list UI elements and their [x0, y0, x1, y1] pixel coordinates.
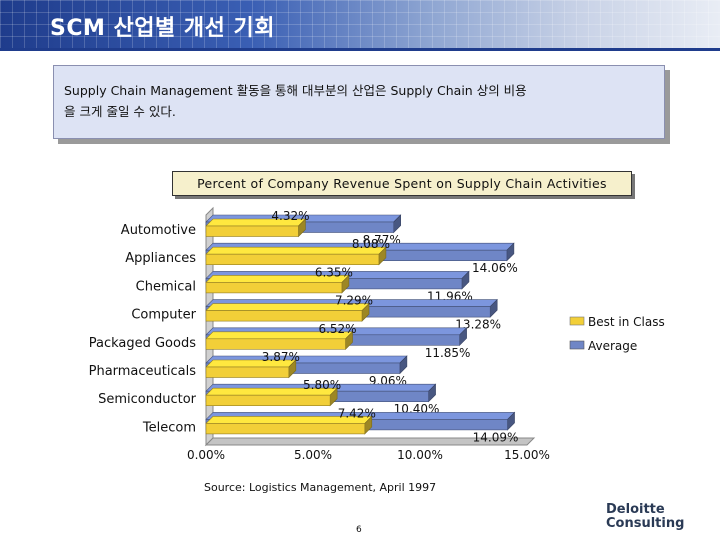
bar-best-in-class-front	[205, 253, 380, 265]
callout-line-2: 을 크게 줄일 수 있다.	[64, 104, 176, 119]
callout-line-1: Supply Chain Management 활동을 통해 대부분의 산업은 …	[64, 83, 527, 98]
header-divider	[0, 48, 720, 51]
category-label: Appliances	[125, 251, 196, 266]
logo-line-2: Consulting	[606, 516, 685, 531]
bar-best-in-class	[205, 415, 373, 435]
category-label: Computer	[131, 308, 196, 323]
legend-swatch-best	[569, 316, 585, 326]
bar-best-in-class-front	[205, 338, 346, 350]
category-label: Chemical	[136, 279, 196, 294]
bar-best-in-class	[205, 302, 370, 322]
data-label-best: 4.32%	[271, 209, 309, 223]
bar-best-in-class-front	[205, 282, 343, 294]
chart-side-wall	[205, 206, 214, 447]
bar-best-in-class	[205, 274, 350, 294]
x-tick-label: 5.00%	[294, 448, 332, 462]
page-title: SCM 산업별 개선 기회	[50, 16, 276, 41]
bar-best-in-class	[205, 331, 354, 351]
category-label: Automotive	[121, 223, 196, 238]
category-label: Packaged Goods	[89, 336, 197, 351]
data-label-best: 8.08%	[352, 237, 390, 251]
legend-swatch-average	[569, 340, 585, 350]
data-label-average: 14.09%	[473, 430, 519, 444]
x-tick-label: 0.00%	[187, 448, 225, 462]
x-tick-label: 10.00%	[397, 448, 443, 462]
data-label-average: 14.06%	[472, 261, 518, 275]
data-label-best: 3.87%	[262, 350, 300, 364]
data-label-best: 6.52%	[318, 322, 356, 336]
category-label: Pharmaceuticals	[89, 364, 197, 379]
legend-label-best: Best in Class	[588, 315, 665, 329]
bar-best-in-class	[205, 218, 307, 238]
data-label-best: 7.29%	[335, 294, 373, 308]
header-grid-pattern	[0, 0, 720, 48]
bar-best-in-class-front	[205, 423, 366, 435]
data-label-best: 5.80%	[303, 378, 341, 392]
category-label: Telecom	[142, 420, 196, 435]
callout-box: Supply Chain Management 활동을 통해 대부분의 산업은 …	[53, 65, 665, 139]
bar-best-in-class	[205, 246, 387, 266]
data-label-best: 7.42%	[338, 406, 376, 420]
legend-label-average: Average	[588, 339, 637, 353]
header-banner: SCM 산업별 개선 기회	[0, 0, 720, 48]
logo-line-1: Deloitte	[606, 502, 665, 517]
bar-best-in-class-front	[205, 394, 331, 407]
data-label-average: 11.85%	[425, 346, 471, 360]
bar-best-in-class	[205, 387, 338, 407]
chart-floor	[204, 437, 536, 446]
x-tick-label: 15.00%	[504, 448, 550, 462]
data-label-best: 6.35%	[315, 265, 353, 279]
source-note: Source: Logistics Management, April 1997	[204, 481, 437, 494]
callout-text: Supply Chain Management 활동을 통해 대부분의 산업은 …	[64, 80, 656, 122]
chart-title-box: Percent of Company Revenue Spent on Supp…	[172, 171, 632, 196]
page-number: 6	[356, 525, 362, 535]
chart-title: Percent of Company Revenue Spent on Supp…	[197, 176, 607, 191]
bar-best-in-class-front	[205, 310, 363, 322]
bar-best-in-class-front	[205, 366, 290, 378]
company-logo: Deloitte Consulting	[606, 503, 684, 531]
category-label: Semiconductor	[98, 392, 197, 407]
bar-best-in-class	[205, 359, 297, 379]
bar-best-in-class-front	[205, 225, 299, 237]
